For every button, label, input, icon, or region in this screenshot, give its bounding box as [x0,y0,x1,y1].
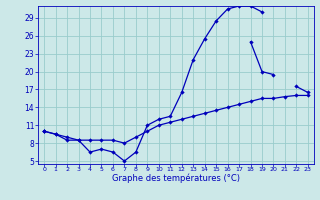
X-axis label: Graphe des températures (°C): Graphe des températures (°C) [112,174,240,183]
